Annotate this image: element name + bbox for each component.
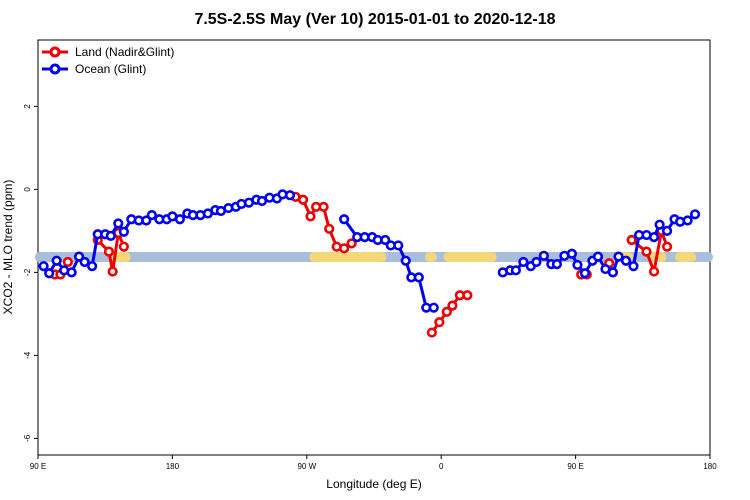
x-tick-label: 90 E (30, 462, 46, 471)
legend-label-ocean: Ocean (Glint) (75, 62, 146, 76)
x-tick-label: 180 (166, 462, 180, 471)
legend-marker-ocean (49, 63, 61, 75)
land-point (661, 241, 673, 252)
ocean-point (531, 256, 542, 268)
plot-frame (37, 39, 711, 456)
land-point (426, 327, 437, 338)
land-point (107, 266, 118, 277)
ocean-point (689, 209, 701, 220)
ocean-point (628, 261, 639, 272)
land-point (103, 246, 115, 257)
ocean-point (66, 267, 77, 278)
ocean-point (413, 272, 424, 283)
x-tick-label: 0 (439, 462, 444, 471)
ocean-point (105, 230, 116, 241)
ocean-point (44, 268, 55, 279)
land-point (641, 246, 652, 257)
ocean-point (607, 267, 619, 278)
y-axis-label: XCO2 - MLO trend (ppm) (1, 180, 15, 315)
ocean-point (566, 248, 577, 259)
ocean-point (572, 259, 583, 271)
y-axis: 2 0 -2 -4 -6 (23, 104, 38, 442)
ocean-point (620, 255, 632, 266)
series-layer (38, 189, 701, 338)
x-tick-label: 180 (703, 462, 717, 471)
ocean-point (174, 214, 185, 225)
ocean-point (393, 240, 404, 251)
land-point (447, 300, 458, 311)
ocean-point (339, 214, 350, 225)
ocean-point (146, 210, 157, 221)
legend-marker-land (49, 46, 61, 58)
ocean-point (428, 302, 439, 313)
land-point (441, 306, 452, 317)
x-axis: 90 E 180 90 W 0 90 E 180 (30, 455, 717, 471)
y-tick-label: -2 (23, 268, 32, 276)
ocean-point (38, 261, 49, 272)
ocean-point (661, 225, 673, 236)
x-axis-label: Longitude (deg E) (326, 477, 421, 491)
ocean-point (118, 226, 129, 237)
land-point (118, 241, 129, 252)
ocean-point (79, 256, 90, 268)
land-point (339, 243, 350, 254)
ocean-point (51, 255, 62, 266)
y-tick-label: -4 (23, 351, 32, 359)
ocean-point (518, 256, 529, 268)
land-point (305, 211, 316, 222)
land-point (346, 238, 357, 249)
ocean-point (510, 265, 521, 276)
x-tick-label: 90 E (567, 462, 583, 471)
ocean-point (113, 218, 124, 229)
x-tick-label: 90 W (297, 462, 316, 471)
ocean-point (654, 219, 665, 230)
land-point (324, 223, 335, 234)
ocean-point (284, 190, 296, 201)
ocean-point (592, 251, 604, 262)
land-point (62, 256, 73, 268)
series-ocean (38, 189, 701, 313)
ocean-point (538, 250, 549, 261)
y-tick-label: 0 (23, 187, 32, 192)
land-point (626, 234, 637, 246)
land-point (297, 194, 309, 205)
land-point (318, 201, 329, 212)
ocean-point (682, 215, 693, 226)
y-tick-label: 2 (23, 104, 32, 109)
ocean-point (613, 251, 624, 262)
legend-label-land: Land (Nadir&Glint) (75, 45, 174, 59)
legend: Land (Nadir&Glint) Ocean (Glint) (42, 45, 174, 76)
chart-title: 7.5S-2.5S May (Ver 10) 2015-01-01 to 202… (194, 11, 555, 28)
land-point (648, 266, 660, 277)
y-tick-label: -6 (23, 434, 32, 442)
ocean-point (87, 261, 98, 272)
ocean-point (579, 268, 591, 279)
ocean-point (400, 255, 411, 266)
land-point (462, 290, 473, 301)
ocean-point (648, 232, 660, 243)
land-point (434, 317, 445, 328)
ocean-point (551, 259, 563, 270)
